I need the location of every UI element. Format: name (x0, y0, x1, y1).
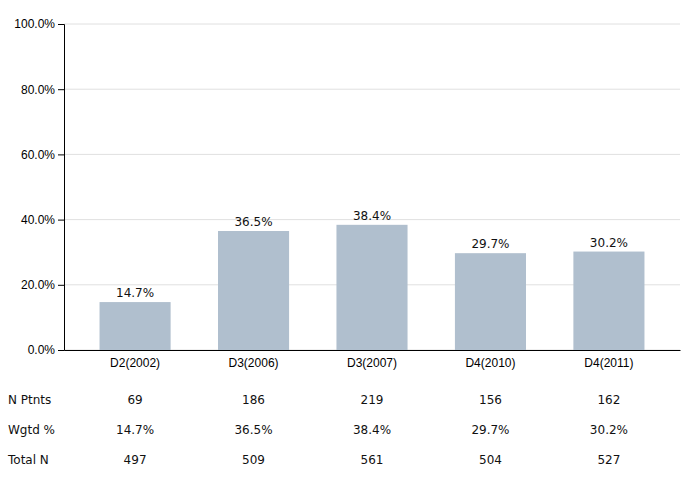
table-row: Wgtd % 14.7% 36.5% 38.4% 29.7% 30.2% (8, 423, 628, 437)
table-row-label: Wgtd % (8, 423, 55, 437)
x-tick: D3(2006) (229, 356, 279, 370)
grid-line (64, 154, 680, 155)
table-cell: 504 (479, 453, 502, 467)
y-tick: 80.0% (21, 83, 64, 97)
table-row-label: N Ptnts (8, 393, 51, 407)
table-cell: 29.7% (471, 423, 509, 437)
x-axis: D2(2002) D3(2006) D3(2007) D4(2010) D4(2011) (65, 351, 681, 370)
x-tick: D4(2011) (584, 356, 633, 370)
table-cell: 186 (242, 393, 265, 407)
grid-line (64, 24, 680, 25)
data-label: 38.4% (353, 209, 391, 223)
grid-line (64, 89, 680, 90)
table-cell: 69 (127, 393, 142, 407)
table-cell: 219 (361, 393, 384, 407)
table-cell: 497 (124, 453, 147, 467)
table-cell: 36.5% (234, 423, 272, 437)
y-tick-label: 40.0% (21, 213, 55, 227)
table-cell: 162 (597, 393, 620, 407)
y-tick: 0.0% (28, 343, 64, 357)
x-tick-label: D3(2007) (347, 356, 397, 370)
table-row-label: Total N (7, 453, 49, 467)
y-tick-mark (58, 89, 64, 90)
data-label: 36.5% (234, 215, 272, 229)
y-tick: 20.0% (21, 278, 64, 292)
table-cell: 38.4% (353, 423, 391, 437)
bar (218, 231, 289, 350)
y-tick-mark (58, 285, 64, 286)
y-axis: 0.0% 20.0% 40.0% 60.0% 80.0% 100.0% (14, 17, 64, 357)
y-tick: 100.0% (14, 17, 64, 31)
table-cell: 527 (597, 453, 620, 467)
y-tick-mark (58, 154, 64, 155)
x-tick: D3(2007) (347, 356, 397, 370)
table-cell: 561 (361, 453, 384, 467)
y-tick: 60.0% (21, 148, 64, 162)
table-cell: 30.2% (590, 423, 628, 437)
bar (336, 225, 407, 350)
y-tick-mark (58, 220, 64, 221)
bar (100, 302, 171, 350)
table-cell: 509 (242, 453, 265, 467)
x-tick-label: D4(2010) (465, 356, 515, 370)
table-row: Total N 497 509 561 504 527 (7, 453, 620, 467)
x-tick-label: D2(2002) (110, 356, 160, 370)
data-label: 29.7% (471, 237, 509, 251)
plot: 0.0% 20.0% 40.0% 60.0% 80.0% 100.0% D2(2002) D3… (14, 17, 680, 369)
table-row: N Ptnts 69 186 219 156 162 (8, 393, 620, 407)
x-tick: D4(2010) (465, 356, 515, 370)
y-tick-label: 100.0% (14, 17, 55, 31)
bar (455, 253, 526, 350)
y-tick: 40.0% (21, 213, 64, 227)
table: N Ptnts 69 186 219 156 162 Wgtd % 14.7% 36.5% 38.… (7, 393, 628, 467)
data-label: 14.7% (116, 286, 154, 300)
table-cell: 156 (479, 393, 502, 407)
chart: 0.0% 20.0% 40.0% 60.0% 80.0% 100.0% D2(2002) D3… (0, 0, 700, 500)
bar (573, 252, 644, 350)
bars (100, 225, 645, 350)
x-tick-label: D4(2011) (584, 356, 633, 370)
table-cell: 14.7% (116, 423, 154, 437)
y-tick-label: 20.0% (21, 278, 55, 292)
data-label: 30.2% (590, 236, 628, 250)
x-tick: D2(2002) (110, 356, 160, 370)
x-axis-line (65, 350, 681, 351)
y-axis-line (58, 25, 65, 351)
y-tick-label: 0.0% (28, 343, 56, 357)
y-tick-mark (58, 24, 64, 25)
y-tick-mark (58, 350, 64, 351)
y-tick-label: 80.0% (21, 83, 55, 97)
y-tick-label: 60.0% (21, 148, 55, 162)
x-tick-label: D3(2006) (229, 356, 279, 370)
data-labels: 14.7% 36.5% 38.4% 29.7% 30.2% (116, 209, 628, 300)
grid (64, 24, 680, 350)
